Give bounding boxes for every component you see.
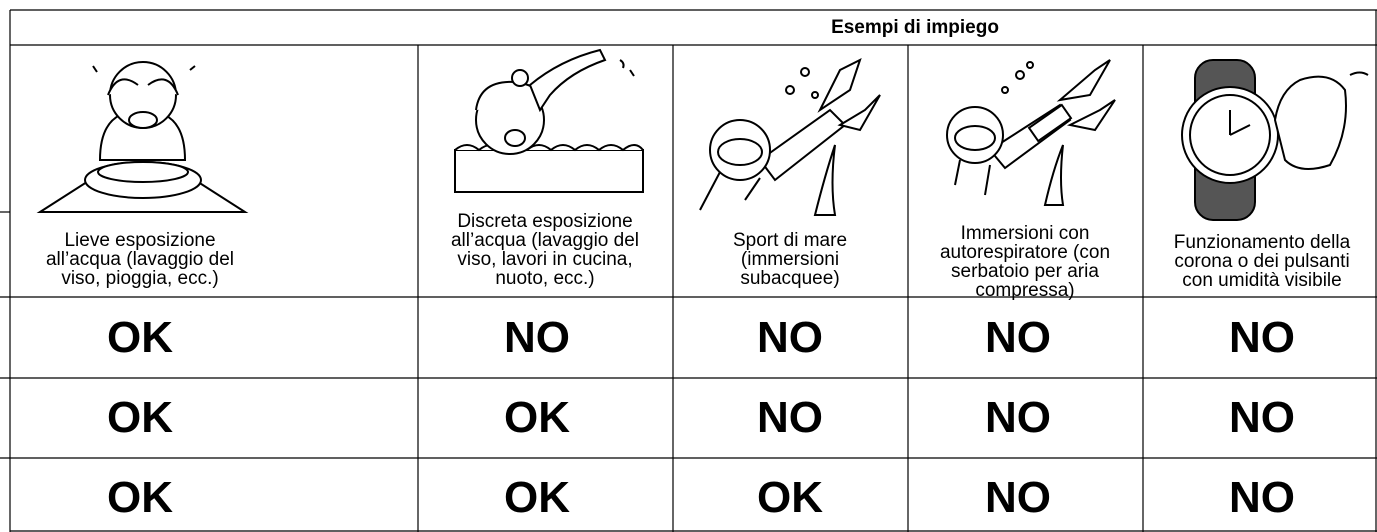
caption-line: autorespiratore (con <box>939 242 1111 263</box>
caption-line: all’acqua (lavaggio del <box>450 230 640 251</box>
caption-line: compressa) <box>975 280 1075 301</box>
illustration-snorkeler <box>699 58 881 216</box>
caption-line: viso, lavori in cucina, <box>457 249 633 270</box>
column-caption: Funzionamento della corona o dei pulsanti… <box>1174 233 1350 290</box>
caption-line: subacquee) <box>740 268 840 289</box>
caption-line: con umidità visibile <box>1182 270 1342 291</box>
cell-value: OK <box>107 473 173 522</box>
illustration-watch <box>1181 59 1369 221</box>
column-caption: Lieve esposizione all’acqua (lavaggio del… <box>46 231 234 288</box>
caption-line: Immersioni con <box>960 223 1090 244</box>
cell-value: OK <box>107 393 173 442</box>
caption-line: viso, pioggia, ecc.) <box>61 268 219 289</box>
caption-line: (immersioni <box>740 249 840 270</box>
cell-value: OK <box>757 473 823 522</box>
cell-value: NO <box>1229 393 1295 442</box>
caption-line: nuoto, ecc.) <box>495 268 595 289</box>
caption-line: Sport di mare <box>732 230 848 251</box>
column-caption: Discreta esposizione all’acqua (lavaggio … <box>451 212 639 288</box>
caption-line: Lieve esposizione <box>64 230 216 251</box>
column-caption: Immersioni con autorespiratore (con serbat… <box>940 224 1110 300</box>
cell-value: NO <box>1229 313 1295 362</box>
cell-value: OK <box>107 313 173 362</box>
illustration-face-washing <box>36 61 249 213</box>
cell-value: OK <box>504 473 570 522</box>
caption-line: all’acqua (lavaggio del <box>45 249 235 270</box>
caption-line: corona o dei pulsanti <box>1174 251 1350 272</box>
cell-value: NO <box>985 393 1051 442</box>
cell-value: NO <box>985 473 1051 522</box>
cell-value: NO <box>985 313 1051 362</box>
cell-value: NO <box>504 313 570 362</box>
illustration-scuba <box>946 59 1116 206</box>
cell-value: OK <box>504 393 570 442</box>
illustration-swimmer <box>454 48 644 193</box>
header-title: Esempi di impiego <box>831 17 999 38</box>
cell-value: NO <box>1229 473 1295 522</box>
column-caption: Sport di mare (immersioni subacquee) <box>733 231 847 288</box>
cell-value: NO <box>757 313 823 362</box>
caption-line: Discreta esposizione <box>457 211 633 232</box>
caption-line: Funzionamento della <box>1173 232 1351 253</box>
caption-line: serbatoio per aria <box>951 261 1099 282</box>
cell-value: NO <box>757 393 823 442</box>
